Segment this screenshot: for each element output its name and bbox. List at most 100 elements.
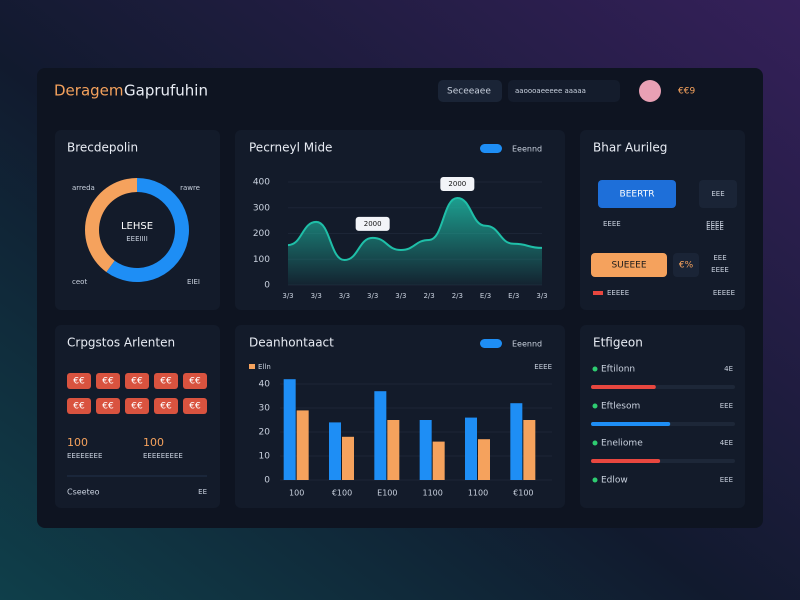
progress-value: 4EE <box>720 439 733 447</box>
panel <box>55 130 220 310</box>
x-tick-label: 1100 <box>468 489 488 498</box>
badge[interactable] <box>67 398 91 414</box>
donut-slice <box>85 178 137 273</box>
pct: €% <box>679 261 694 271</box>
bar <box>283 379 296 480</box>
legend-swatch <box>249 364 255 369</box>
legend: Eeennd <box>512 340 542 349</box>
progress-bar <box>591 459 661 463</box>
badge[interactable] <box>183 373 207 389</box>
badge[interactable] <box>183 398 207 414</box>
badge[interactable] <box>154 398 178 414</box>
badge[interactable] <box>96 398 120 414</box>
donut-center-sub: EEEIIII <box>126 235 148 243</box>
y-tick-label: 10 <box>259 452 271 462</box>
y-tick-label: 30 <box>259 404 271 414</box>
badge-text: €€ <box>189 377 201 387</box>
y-tick-label: 20 <box>259 428 271 438</box>
badge-text: €€ <box>102 377 114 387</box>
y-tick-label: 300 <box>253 203 270 213</box>
progress-name: Eneliome <box>601 439 643 449</box>
panel-title: Etfigeon <box>593 336 643 350</box>
bar <box>374 391 387 480</box>
y-tick-label: 0 <box>264 281 270 291</box>
search-text: Seceeaee <box>447 87 491 97</box>
side-label: EEEE <box>711 266 729 274</box>
annotation-box <box>440 176 475 191</box>
toggle[interactable] <box>480 339 502 348</box>
progress-name: Eftlesom <box>601 402 640 412</box>
legend: EEEEE <box>607 289 629 297</box>
badge[interactable] <box>154 373 178 389</box>
badge-text: €€ <box>102 402 114 412</box>
x-tick-label: 100 <box>289 489 304 498</box>
status-dot <box>592 403 598 409</box>
bar <box>342 436 354 480</box>
chip <box>699 180 737 208</box>
area-line <box>287 196 543 262</box>
x-tick-label: E/3 <box>508 292 519 300</box>
annotation-box <box>355 216 390 231</box>
bar <box>419 420 432 480</box>
button-text: SUEEEE <box>611 261 646 271</box>
side-label: EEEE <box>706 224 724 232</box>
bar <box>478 439 490 480</box>
panel-title: Brecdepolin <box>67 141 138 155</box>
badge-text: €€ <box>73 377 85 387</box>
bar <box>296 410 309 480</box>
bar <box>510 403 523 480</box>
legend-swatch <box>593 291 603 295</box>
badge[interactable] <box>125 373 149 389</box>
search-box-2[interactable] <box>508 80 620 102</box>
panel <box>55 325 220 508</box>
search-box[interactable] <box>438 80 502 102</box>
legend: Eeennd <box>512 145 542 154</box>
badge[interactable] <box>125 398 149 414</box>
badge-text: €€ <box>160 377 172 387</box>
badge[interactable] <box>96 373 120 389</box>
y-tick-label: 40 <box>259 380 271 390</box>
x-tick-label: 2/3 <box>452 292 463 300</box>
legend: EEEEE <box>713 289 735 297</box>
status-dot <box>592 477 598 483</box>
donut-label: EIEI <box>187 278 200 286</box>
progress-value: 4E <box>724 365 733 373</box>
panel-title: Deanhontaact <box>249 336 334 350</box>
x-tick-label: €100 <box>332 489 352 498</box>
x-tick-label: E100 <box>377 489 397 498</box>
badge[interactable] <box>67 373 91 389</box>
donut-label: arreda <box>72 184 95 192</box>
bar <box>432 441 445 480</box>
x-tick-label: 3/3 <box>367 292 378 300</box>
side-label: EEEE <box>706 220 724 228</box>
badge-text: €€ <box>73 402 85 412</box>
title: Gaprufuhin <box>124 82 208 100</box>
badge-text: €€ <box>131 377 143 387</box>
button[interactable] <box>598 180 676 208</box>
annotation: 2000 <box>364 220 382 228</box>
progress-bar <box>591 385 656 389</box>
panel-title: Bhar Aurileg <box>593 141 667 155</box>
chip <box>673 253 699 277</box>
progress-value: EEE <box>720 402 733 410</box>
button[interactable] <box>591 253 667 277</box>
side-label: EEEE <box>603 220 621 228</box>
status-dot <box>592 366 598 372</box>
area <box>288 197 542 285</box>
donut-label: ceot <box>72 278 87 286</box>
x-tick-label: 3/3 <box>311 292 322 300</box>
search-text-2: aaoooaeeeee aaaaa <box>515 87 586 95</box>
bar <box>523 420 536 480</box>
donut-label: rawre <box>180 184 200 192</box>
bar <box>465 417 477 480</box>
x-tick-label: 3/3 <box>282 292 293 300</box>
toggle[interactable] <box>480 144 502 153</box>
x-tick-label: 3/3 <box>536 292 547 300</box>
y-tick-label: 0 <box>264 476 270 486</box>
footer: Cseeteo <box>67 488 100 497</box>
y-tick-label: 100 <box>253 255 270 265</box>
legend: Elln <box>258 363 271 371</box>
avatar[interactable] <box>639 80 661 102</box>
